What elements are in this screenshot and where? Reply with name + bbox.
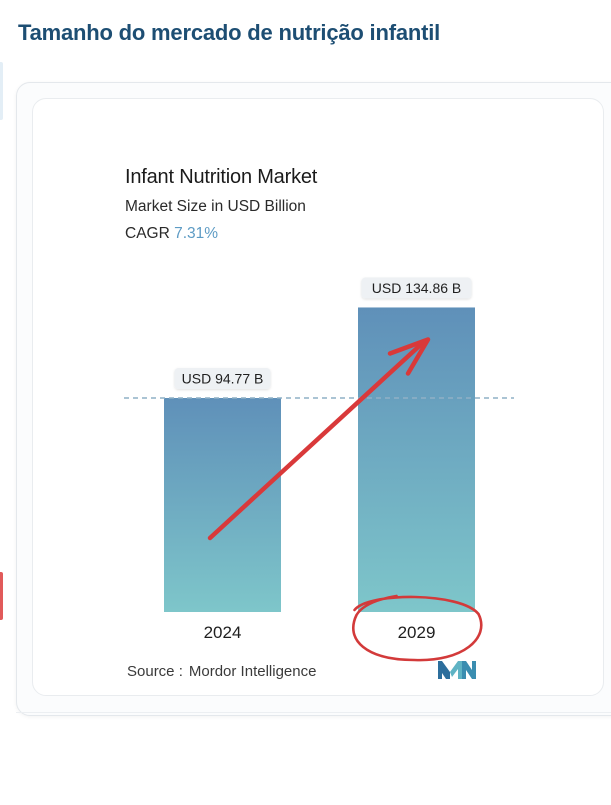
x-tick-2029: 2029 xyxy=(398,623,436,642)
bar-2024 xyxy=(164,398,281,612)
source-value: Mordor Intelligence xyxy=(188,663,317,680)
cagr-value: 7.31% xyxy=(174,225,219,242)
bar-2029 xyxy=(358,307,475,612)
source-label: Source : xyxy=(127,663,183,680)
highlight-circle-annotation xyxy=(351,594,483,662)
cagr-label: CAGR xyxy=(125,225,170,242)
data-label-box-2029 xyxy=(361,277,472,299)
data-label-2024: USD 94.77 B xyxy=(182,371,264,387)
card-divider xyxy=(16,712,611,713)
x-tick-2024: 2024 xyxy=(204,623,242,642)
chart-inner-panel xyxy=(32,98,604,696)
left-edge-marker-bottom xyxy=(0,572,3,620)
chart-source: Source : Mordor Intelligence xyxy=(127,663,316,680)
chart-title: Infant Nutrition Market xyxy=(125,166,318,188)
cagr-line: CAGR 7.31% xyxy=(125,225,218,243)
mordor-intelligence-logo xyxy=(438,661,476,679)
data-label-2029: USD 134.86 B xyxy=(372,280,462,296)
page-heading: Tamanho do mercado de nutrição infantil xyxy=(18,20,441,45)
trend-arrow-head xyxy=(387,337,431,376)
data-label-box-2024 xyxy=(174,368,271,389)
chart-subtitle: Market Size in USD Billion xyxy=(125,198,306,215)
left-edge-marker-top xyxy=(0,62,3,120)
trend-arrow-shaft xyxy=(207,341,425,541)
